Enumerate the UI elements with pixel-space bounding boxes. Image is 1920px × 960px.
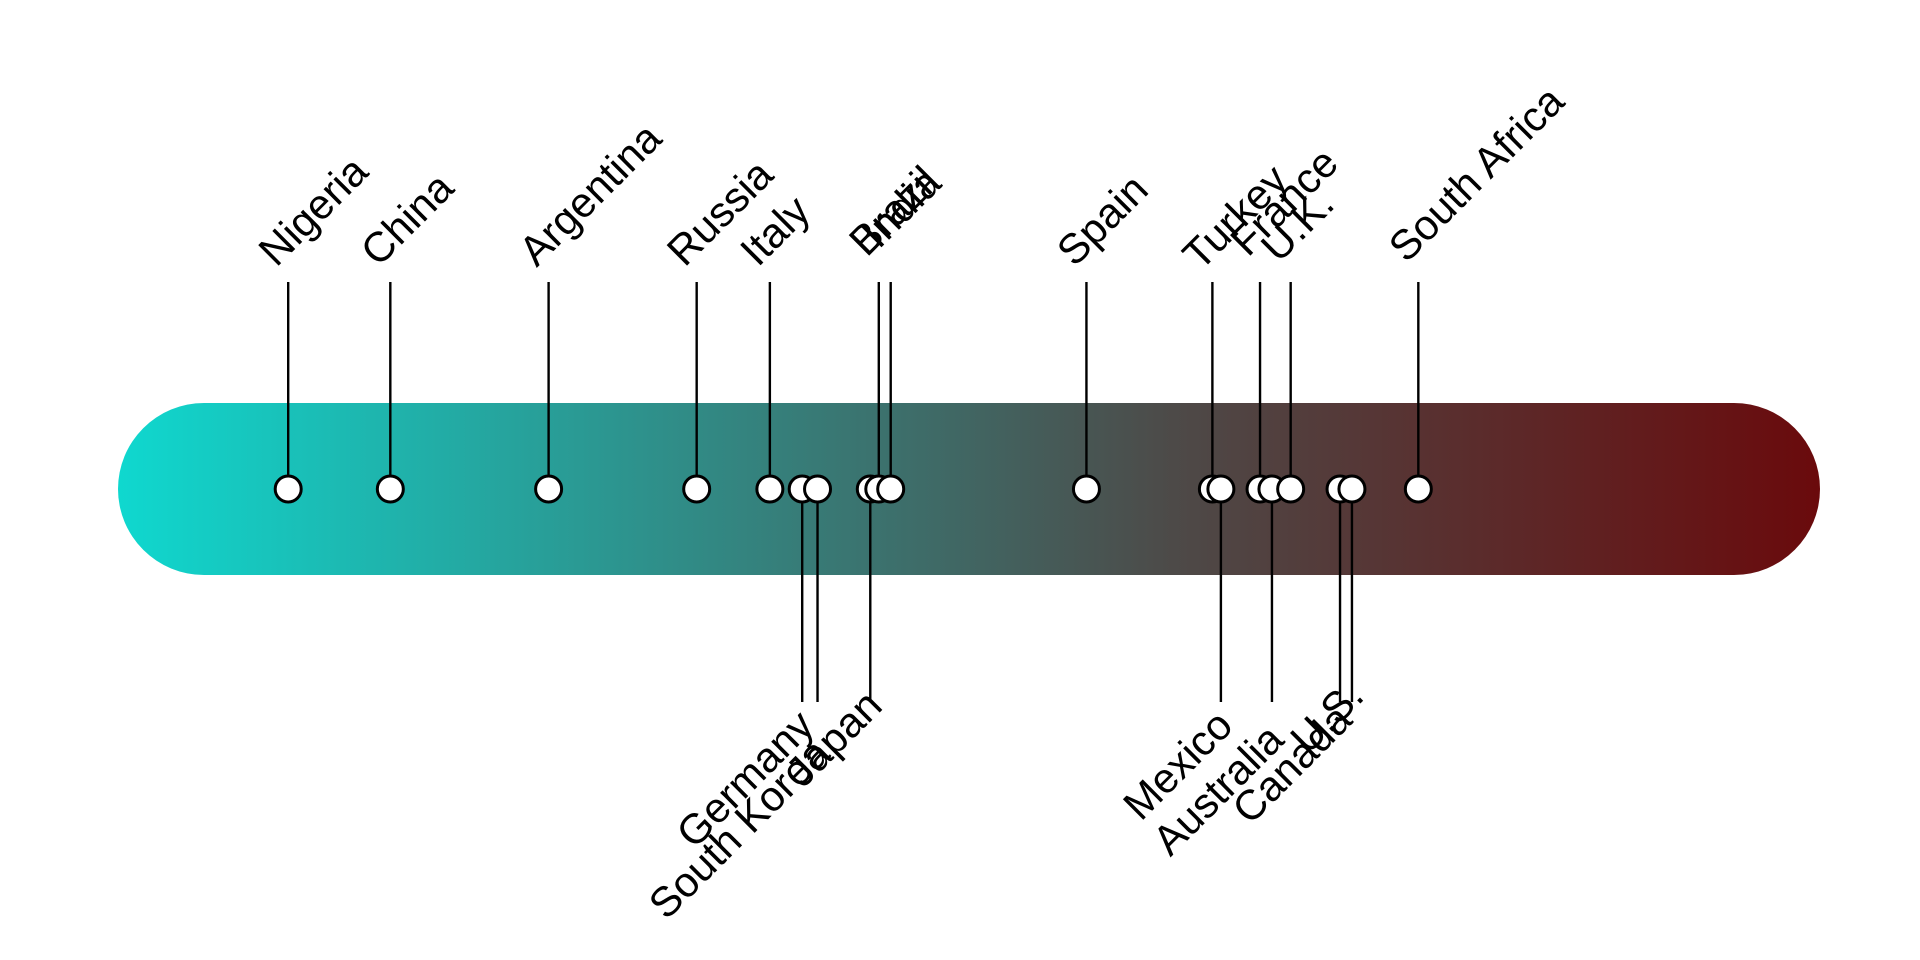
marker-china bbox=[375, 474, 405, 504]
label-spain: Spain bbox=[1048, 165, 1157, 274]
marker-mexico bbox=[1206, 474, 1236, 504]
marker-u-k bbox=[1276, 474, 1306, 504]
country-markers bbox=[273, 474, 1433, 504]
marker-u-s bbox=[1337, 474, 1367, 504]
marker-russia bbox=[682, 474, 712, 504]
leader-lines bbox=[287, 282, 1420, 702]
marker-italy bbox=[755, 474, 785, 504]
marker-south-africa bbox=[1403, 474, 1433, 504]
marker-nigeria bbox=[273, 474, 303, 504]
marker-argentina bbox=[534, 474, 564, 504]
marker-india bbox=[876, 474, 906, 504]
gradient-band bbox=[118, 403, 1820, 575]
label-argentina: Argentina bbox=[510, 114, 671, 275]
marker-south-korea bbox=[803, 474, 833, 504]
label-south-africa: South Africa bbox=[1379, 77, 1573, 271]
label-nigeria: Nigeria bbox=[249, 147, 377, 275]
marker-spain bbox=[1071, 474, 1101, 504]
